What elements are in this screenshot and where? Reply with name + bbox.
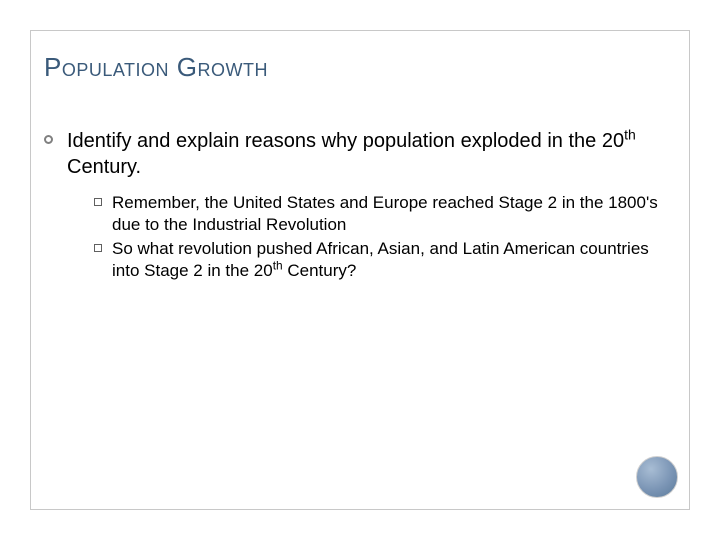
sub-bullet-text: Remember, the United States and Europe r… [112, 192, 670, 236]
text-part: So what revolution pushed African, Asian… [112, 239, 649, 280]
text-part: Century. [67, 156, 141, 178]
main-bullet: Identify and explain reasons why populat… [44, 128, 670, 180]
superscript: th [624, 126, 636, 142]
text-part: Identify and explain reasons why populat… [67, 130, 624, 152]
sub-bullet-list: Remember, the United States and Europe r… [94, 192, 670, 282]
circle-bullet-icon [44, 135, 53, 144]
text-part: Century? [283, 261, 357, 280]
slide-title: Population Growth [44, 52, 268, 83]
sub-bullet-text: So what revolution pushed African, Asian… [112, 238, 670, 282]
sub-bullet: Remember, the United States and Europe r… [94, 192, 670, 236]
decorative-sphere-icon [636, 456, 678, 498]
main-bullet-text: Identify and explain reasons why populat… [67, 128, 670, 180]
superscript: th [273, 259, 283, 273]
slide-content: Identify and explain reasons why populat… [44, 128, 670, 284]
square-bullet-icon [94, 198, 102, 206]
square-bullet-icon [94, 244, 102, 252]
sub-bullet: So what revolution pushed African, Asian… [94, 238, 670, 282]
